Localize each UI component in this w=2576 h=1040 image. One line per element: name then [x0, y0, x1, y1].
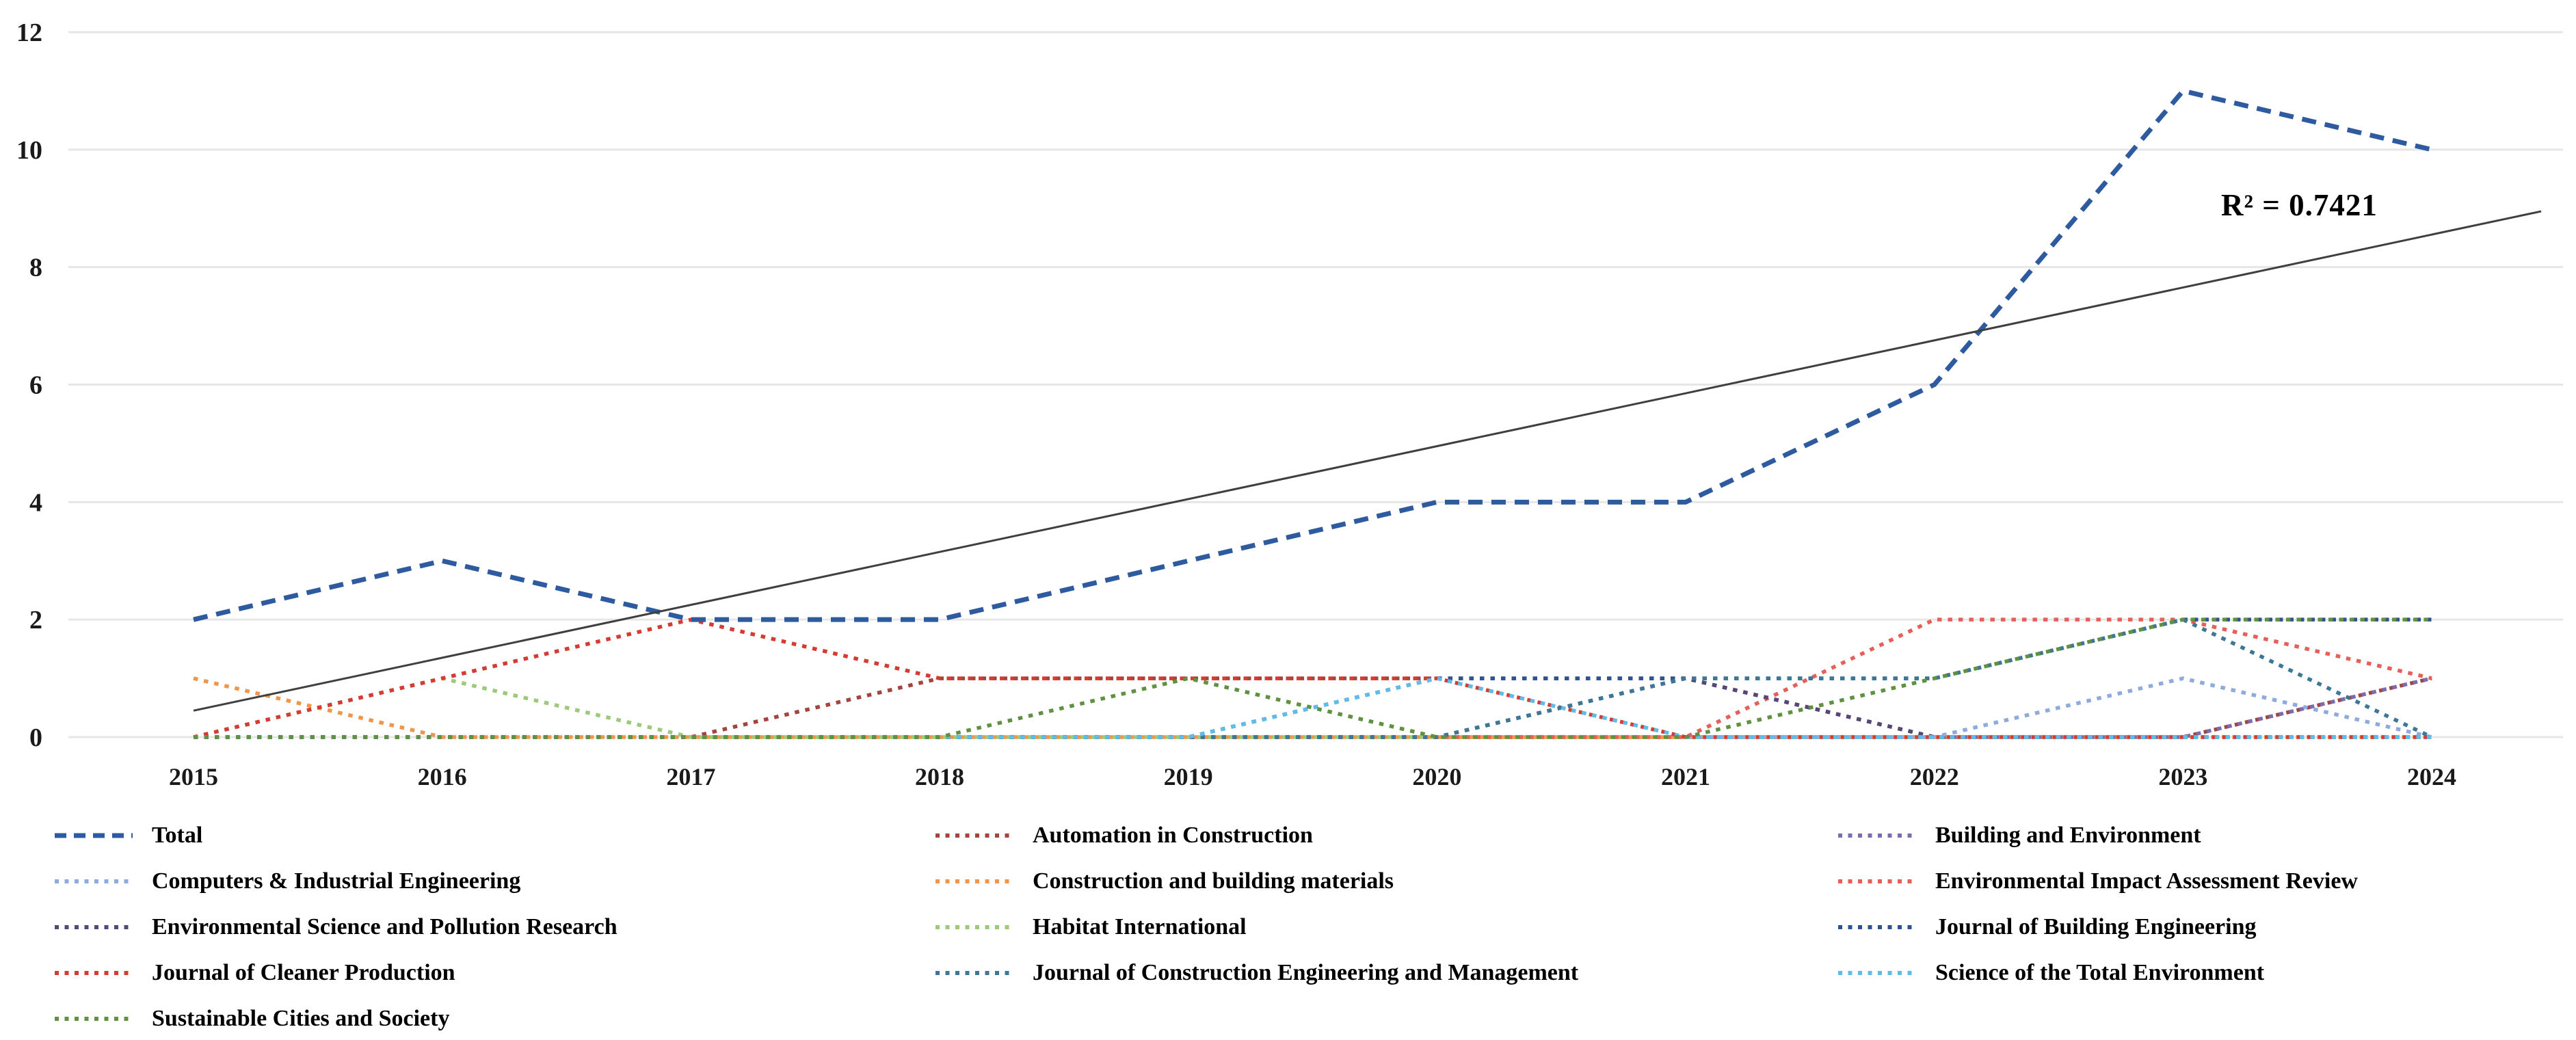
legend-item-building-and-environment: Building and Environment [1838, 818, 2358, 853]
legend-label: Journal of Building Engineering [1935, 914, 2257, 939]
x-axis-tick-label: 2016 [418, 763, 467, 790]
series-line-science-of-the-total-environment [194, 676, 2432, 739]
legend-key-line [1838, 833, 1916, 838]
legend-key-line [55, 1016, 133, 1021]
legend-key-line [935, 924, 1013, 929]
legend-item-habitat-international: Habitat International [935, 909, 1838, 944]
legend-item-journal-of-construction-engineering-and-management: Journal of Construction Engineering and … [935, 955, 1838, 990]
legend-label: Construction and building materials [1033, 868, 1394, 894]
x-axis-tick-label: 2022 [1910, 763, 1959, 790]
chart-legend: Total Automation in Construction Building … [55, 818, 2358, 1036]
x-axis-tick-label: 2017 [666, 763, 715, 790]
series-line-automation-in-construction [194, 676, 2432, 739]
legend-item-automation-in-construction: Automation in Construction [935, 818, 1838, 853]
y-axis-tick-label: 4 [29, 488, 42, 517]
x-axis-tick-label: 2015 [169, 763, 218, 790]
series-line-sustainable-cities-and-society [194, 617, 2432, 739]
legend-label: Sustainable Cities and Society [152, 1005, 450, 1031]
y-axis-tick-label: 8 [29, 254, 42, 282]
legend-label: Automation in Construction [1033, 822, 1313, 848]
legend-label: Habitat International [1033, 914, 1247, 939]
legend-key-line [55, 879, 133, 883]
legend-key-line [55, 833, 133, 838]
legend-item-environmental-science-and-pollution-research: Environmental Science and Pollution Rese… [55, 909, 935, 944]
series-line-journal-of-cleaner-production [193, 617, 2432, 739]
legend-item-environmental-impact-assessment-review: Environmental Impact Assessment Review [1838, 864, 2358, 898]
legend-item-sustainable-cities-and-society: Sustainable Cities and Society [55, 1001, 935, 1036]
legend-item-computers-industrial-engineering: Computers & Industrial Engineering [55, 864, 935, 898]
legend-item-journal-of-cleaner-production: Journal of Cleaner Production [55, 955, 935, 990]
legend-label: Total [152, 822, 203, 848]
legend-key-line [935, 879, 1013, 883]
series-line-total [193, 88, 2432, 622]
legend-key-line [1838, 970, 1916, 975]
x-axis-tick-label: 2023 [2158, 763, 2207, 790]
legend-key-line [935, 970, 1013, 975]
series-line-construction-and-building-materials [193, 676, 2432, 739]
y-axis-tick-label: 6 [29, 371, 42, 400]
legend-key-line [55, 970, 133, 975]
legend-label: Journal of Construction Engineering and … [1033, 959, 1579, 985]
y-axis-tick-label: 10 [16, 136, 42, 165]
trendline [193, 210, 2542, 712]
legend-label: Journal of Cleaner Production [152, 959, 455, 985]
y-axis-tick-label: 2 [29, 606, 42, 635]
y-axis-tick-label: 12 [16, 18, 42, 47]
x-axis-tick-label: 2019 [1164, 763, 1213, 790]
series-line-building-and-environment [194, 676, 2432, 739]
series-line-environmental-science-and-pollution-research [194, 676, 2432, 739]
legend-item-total: Total [55, 818, 935, 853]
legend-key-line [1838, 924, 1916, 929]
legend-item-science-of-the-total-environment: Science of the Total Environment [1838, 955, 2358, 990]
legend-key-line [935, 833, 1013, 838]
legend-item-journal-of-building-engineering: Journal of Building Engineering [1838, 909, 2358, 944]
series-line-computers-industrial-engineering [194, 676, 2432, 739]
legend-label: Environmental Impact Assessment Review [1935, 868, 2358, 894]
r-squared-annotation: R² = 0.7421 [2221, 188, 2378, 222]
x-axis-tick-label: 2020 [1412, 763, 1461, 790]
legend-label: Computers & Industrial Engineering [152, 868, 521, 894]
x-axis-tick-label: 2021 [1661, 763, 1710, 790]
legend-label: Building and Environment [1935, 822, 2201, 848]
legend-item-construction-and-building-materials: Construction and building materials [935, 864, 1838, 898]
legend-label: Science of the Total Environment [1935, 959, 2265, 985]
legend-label: Environmental Science and Pollution Rese… [152, 914, 618, 939]
series-line-habitat-international [193, 676, 2432, 739]
x-axis-tick-label: 2018 [915, 763, 964, 790]
legend-key-line [55, 924, 133, 929]
y-axis-tick-label: 0 [29, 723, 42, 752]
x-axis-tick-label: 2024 [2407, 763, 2456, 790]
line-chart: 0 2 4 6 8 10 12 2015 2016 2017 2018 2019 2020 2021 202… [16, 18, 2563, 790]
legend-key-line [1838, 879, 1916, 883]
